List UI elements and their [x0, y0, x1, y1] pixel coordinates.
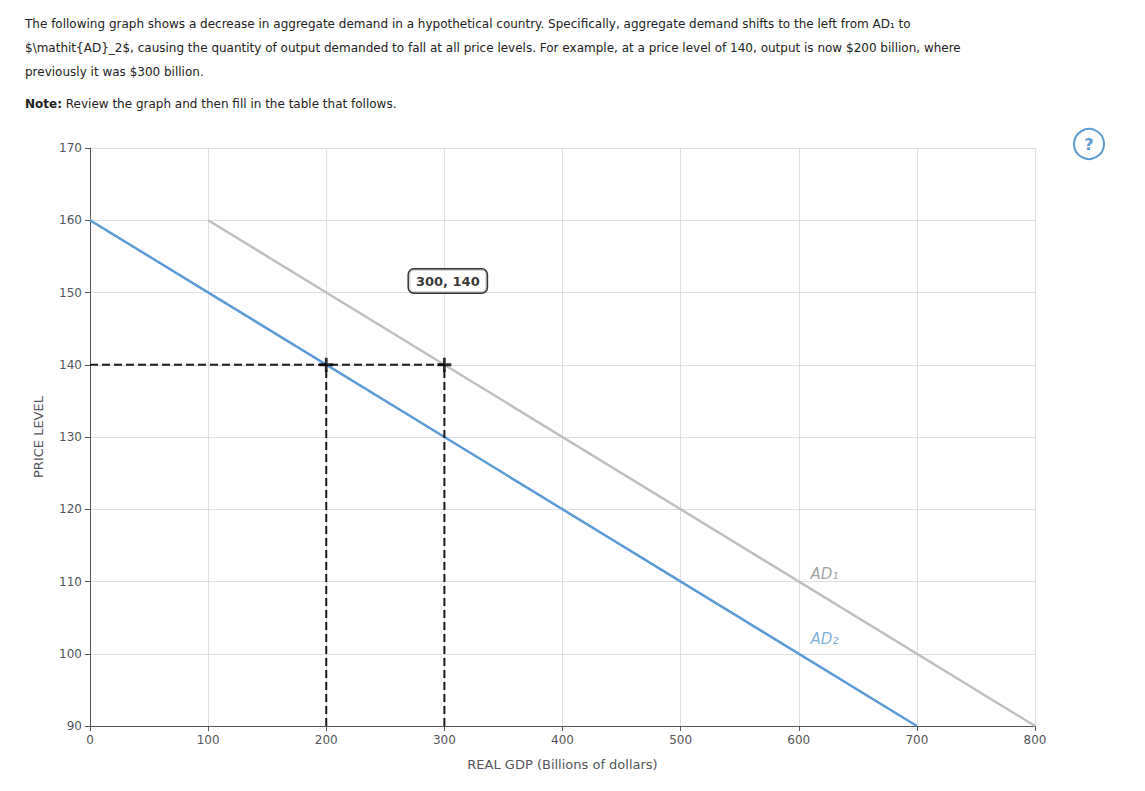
- svg-text:Note:: Note:: [25, 97, 62, 111]
- svg-text:130: 130: [59, 430, 82, 444]
- svg-text:$\mathit{AD}_2$, causing the q: $\mathit{AD}_2$, causing the quantity of…: [25, 41, 961, 55]
- svg-text:200: 200: [315, 733, 338, 747]
- svg-text:500: 500: [669, 733, 692, 747]
- svg-text:300, 140: 300, 140: [416, 274, 480, 289]
- svg-text:PRICE LEVEL: PRICE LEVEL: [31, 395, 46, 478]
- svg-text:90: 90: [67, 719, 82, 733]
- svg-text:140: 140: [59, 358, 82, 372]
- svg-text:previously it was $300 billion: previously it was $300 billion.: [25, 65, 204, 79]
- svg-text:0: 0: [86, 733, 94, 747]
- svg-text:400: 400: [551, 733, 574, 747]
- svg-text:120: 120: [59, 502, 82, 516]
- svg-text:300: 300: [433, 733, 456, 747]
- svg-text:100: 100: [59, 647, 82, 661]
- svg-text:AD₁: AD₁: [810, 565, 839, 583]
- svg-text:100: 100: [197, 733, 220, 747]
- svg-text:700: 700: [905, 733, 928, 747]
- svg-text:Review the graph and then fill: Review the graph and then fill in the ta…: [62, 97, 397, 111]
- svg-text:?: ?: [1084, 135, 1093, 154]
- svg-text:800: 800: [1024, 733, 1047, 747]
- svg-text:110: 110: [59, 575, 82, 589]
- svg-text:The following graph shows a de: The following graph shows a decrease in …: [24, 17, 911, 31]
- svg-text:150: 150: [59, 286, 82, 300]
- svg-text:REAL GDP (Billions of dollars): REAL GDP (Billions of dollars): [467, 757, 657, 772]
- svg-text:600: 600: [787, 733, 810, 747]
- svg-text:160: 160: [59, 213, 82, 227]
- svg-text:170: 170: [59, 141, 82, 155]
- svg-text:AD₂: AD₂: [810, 630, 839, 648]
